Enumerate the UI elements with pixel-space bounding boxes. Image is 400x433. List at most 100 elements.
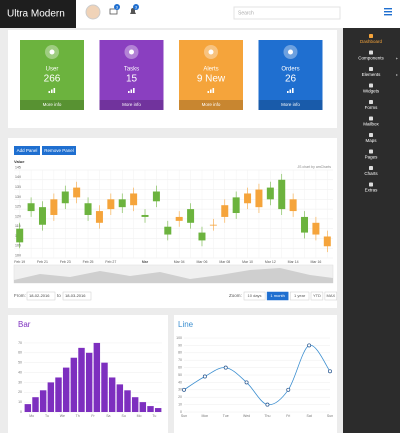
y-tick-label: 0 [20, 410, 22, 414]
y-tick-label: 90 [178, 343, 182, 347]
stat-link[interactable]: More info [202, 102, 221, 107]
x-tick-label: Mar 12 [265, 260, 276, 264]
zoom-label: Zoom: [229, 293, 242, 298]
x-tick-label: Tue [223, 414, 229, 418]
point [328, 369, 332, 374]
stat-value: 15 [126, 74, 138, 85]
stat-icon-glyph [129, 49, 134, 55]
sidebar-icon [369, 182, 373, 187]
avatar[interactable] [85, 4, 101, 20]
stat-footer [179, 100, 243, 110]
bar [78, 347, 85, 412]
sidebar-item[interactable]: Elements [362, 72, 382, 77]
y-tick-label: 125 [15, 205, 21, 209]
bar [47, 382, 55, 412]
menu-button[interactable] [384, 8, 392, 16]
sidebar-item[interactable]: Dashboard [360, 39, 383, 44]
y-tick-label: 60 [178, 366, 182, 370]
badge [114, 4, 120, 10]
badge-count: 3 [116, 4, 119, 9]
x-tick-label: Mar 14 [288, 260, 299, 264]
scrollbar-preview [14, 268, 333, 283]
zoom-button-label[interactable]: MAX [327, 293, 336, 298]
bar [93, 342, 101, 412]
bar [62, 367, 70, 412]
panel-button[interactable] [42, 146, 76, 155]
x-tick-label: Mar 04 [174, 260, 185, 264]
date-input[interactable] [62, 291, 92, 301]
x-tick-label: Sat [307, 414, 312, 418]
candle-body [16, 228, 24, 243]
x-tick-label: Mar 08 [219, 260, 230, 264]
candle-body [198, 232, 206, 241]
stat-icon-glyph [208, 49, 214, 55]
stat-chart-icon [210, 89, 212, 93]
stat-link[interactable]: More info [281, 102, 300, 107]
zoom-button-label[interactable]: 10 days [248, 293, 262, 298]
sidebar-item[interactable]: Maps [365, 138, 377, 143]
candle-body [232, 197, 240, 214]
zoom-button-label[interactable]: YTD [313, 293, 321, 298]
y-tick-label: 30 [178, 388, 182, 392]
x-tick-label: Wed [243, 414, 250, 418]
mail-icon[interactable] [109, 8, 118, 15]
sidebar-item[interactable]: Pages [365, 155, 379, 160]
y-tick-label: 20 [178, 395, 182, 399]
sidebar-item[interactable]: Forms [365, 105, 378, 110]
candle-body [164, 226, 172, 235]
x-tick-label: Tu [45, 414, 49, 418]
sidebar-item[interactable]: Extras [365, 188, 379, 193]
bar [124, 390, 131, 412]
bar [70, 357, 78, 412]
stat-chart-icon [287, 91, 289, 93]
x-tick-label: Fri [286, 414, 290, 418]
stat-value: 9 New [197, 74, 226, 85]
chart-title: Bar [18, 320, 31, 329]
sidebar [343, 28, 400, 433]
y-tick-label: 50 [178, 373, 182, 377]
zoom-button-label[interactable]: 1 month [270, 293, 284, 298]
sidebar-item[interactable]: Mailbox [363, 122, 379, 127]
candle-body [152, 191, 160, 202]
logo[interactable]: Ultra Modern [7, 9, 65, 20]
search[interactable]: Search [238, 10, 254, 16]
panel-button-label[interactable]: Remove Panel [44, 148, 74, 153]
zoom-button[interactable] [289, 291, 310, 301]
sidebar-icon [369, 67, 373, 71]
zoom-button-label[interactable]: 1 year [294, 293, 306, 298]
to-date[interactable]: 18-03-2016 [65, 293, 86, 298]
zoom-button[interactable] [266, 291, 289, 301]
candle-body [141, 214, 149, 217]
sidebar-item[interactable]: Widgets [363, 89, 380, 94]
sidebar-item[interactable]: Components [358, 56, 384, 61]
point [182, 387, 186, 392]
zoom-button[interactable] [324, 291, 338, 301]
y-tick-label: 10 [178, 403, 182, 407]
date-input[interactable] [26, 291, 56, 301]
candle-body [130, 193, 138, 206]
sidebar-caret: ▸ [396, 72, 398, 77]
candle-body [312, 222, 320, 235]
bar [116, 384, 124, 412]
candle-body [187, 209, 195, 223]
search-box[interactable] [233, 6, 341, 20]
from-date[interactable]: 18-02-2016 [29, 293, 50, 298]
x-tick-label: Fr [91, 414, 95, 418]
x-tick-label: Feb 25 [83, 260, 94, 264]
panel-button[interactable] [14, 146, 40, 155]
panel-button-label[interactable]: Add Panel [17, 148, 38, 153]
y-tick-label: 60 [18, 351, 22, 355]
sidebar-item[interactable]: Charts [364, 171, 378, 176]
badge-count: 3 [135, 4, 138, 9]
stat-link[interactable]: More info [43, 102, 62, 107]
y-tick-label: 80 [178, 351, 182, 355]
y-tick-label: 135 [15, 185, 21, 189]
x-tick-label: Mar 10 [242, 260, 253, 264]
zoom-button[interactable] [310, 291, 324, 301]
bar [154, 408, 162, 412]
stat-chart-icon [51, 89, 53, 93]
stat-link[interactable]: More info [122, 102, 141, 107]
candle-body [266, 187, 274, 200]
zoom-button[interactable] [243, 291, 266, 301]
